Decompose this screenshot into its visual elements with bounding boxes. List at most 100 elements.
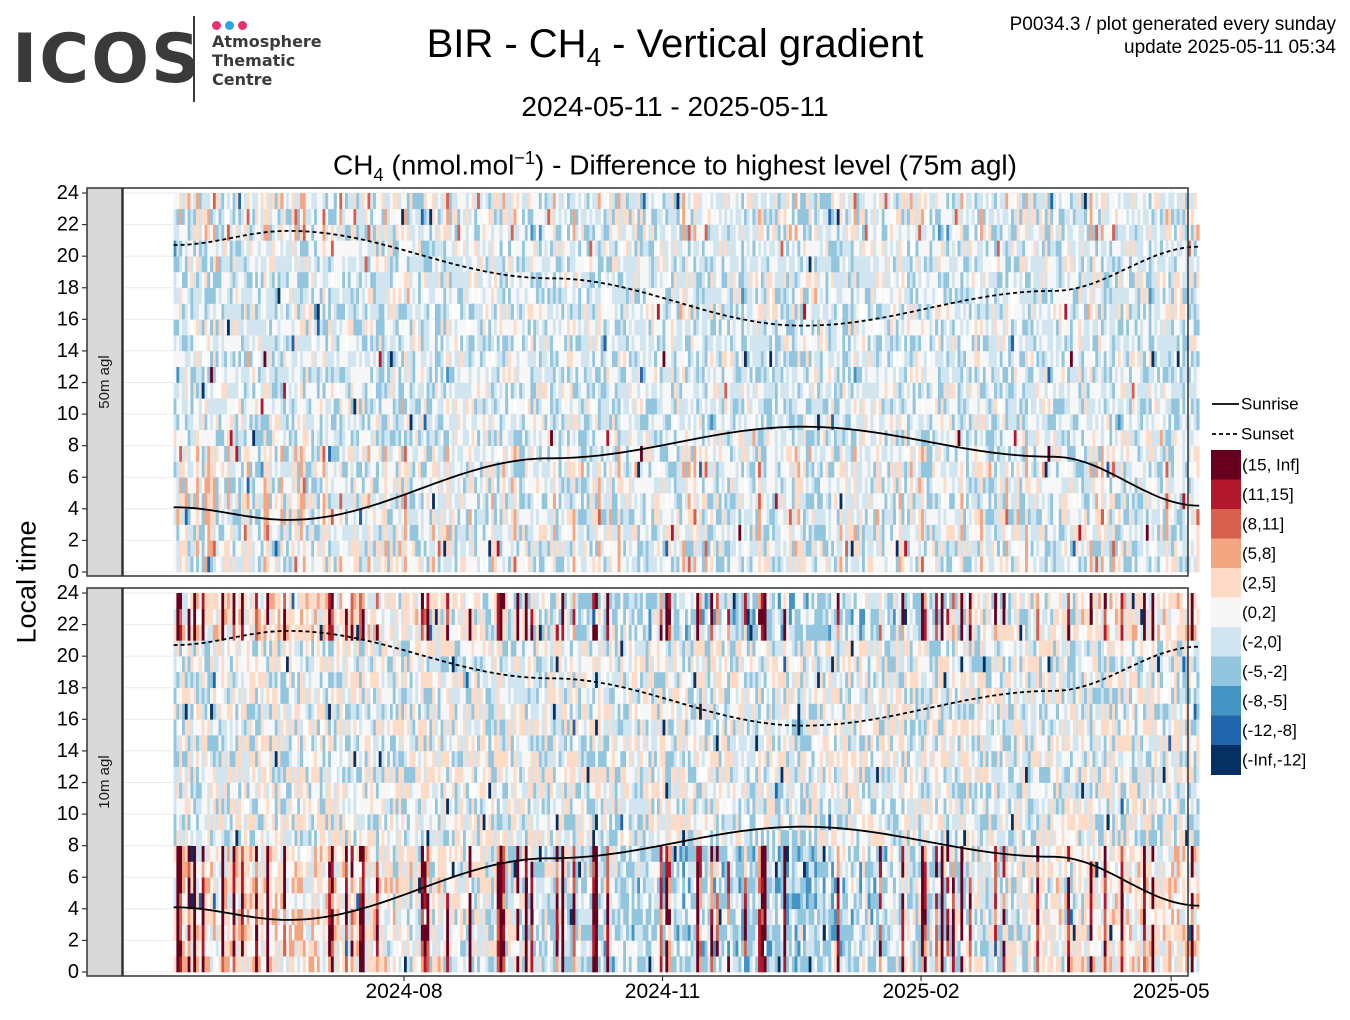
heatmap-cell [507,208,512,225]
heatmap-cell [336,335,340,352]
heatmap-cell [496,493,500,510]
heatmap-cell [609,382,613,399]
heatmap-cell [420,303,424,320]
heatmap-cell [370,382,374,399]
heatmap-cell [541,398,545,415]
heatmap-cell [696,556,700,573]
heatmap-cell [263,319,267,336]
heatmap-cell [552,208,557,225]
heatmap-cell [654,508,658,525]
heatmap-cell [207,350,211,368]
heatmap-cell [443,350,447,368]
heatmap-cell [713,271,717,289]
heatmap-cell [395,287,399,304]
heatmap-cell [623,224,627,241]
heatmap-cell [330,287,335,304]
heatmap-cell [423,240,427,257]
heatmap-cell [690,240,694,257]
heatmap-cell [609,303,613,320]
heatmap-cell [232,429,236,446]
heatmap-cell [656,382,661,399]
heatmap-cell [668,335,672,352]
heatmap-cell [353,414,357,431]
heatmap-cell [420,556,424,573]
heatmap-cell [589,256,593,273]
heatmap-cell [347,303,351,320]
heatmap-cell [325,256,329,273]
heatmap-cell [746,477,750,494]
subtitle-suffix: ) - Difference to highest level (75m agl… [535,149,1017,181]
heatmap-cell [620,256,624,273]
heatmap-cell [738,256,742,273]
heatmap-cell [193,224,197,241]
heatmap-cell [269,477,273,494]
heatmap-cell [707,556,711,573]
heatmap-cell [210,193,214,210]
heatmap-cell [769,461,773,478]
heatmap-cell [665,240,669,257]
heatmap-cell [536,445,540,462]
heatmap-cell [437,240,441,257]
heatmap-cell [530,224,534,241]
heatmap-cell [415,477,419,494]
heatmap-cell [507,319,512,336]
heatmap-cell [412,208,416,225]
heatmap-cell [606,524,610,541]
heatmap-cell [558,508,562,525]
heatmap-cell [721,556,725,573]
heatmap-cell [592,445,596,462]
heatmap-cell [255,445,259,462]
heatmap-cell [375,256,380,273]
heatmap-cell [617,366,621,383]
heatmap-cell [260,477,264,494]
heatmap-cell [648,556,652,573]
heatmap-cell [704,366,708,383]
heatmap-cell [434,319,439,336]
heatmap-cell [544,508,548,525]
heatmap-cell [420,445,424,462]
heatmap-cell [210,429,214,446]
heatmap-cell [271,493,276,510]
heatmap-cell [446,224,450,241]
heatmap-cell [749,350,753,368]
heatmap-cell [597,224,601,241]
heatmap-cell [367,540,371,557]
heatmap-cell [314,556,318,573]
heatmap-cell [336,287,340,304]
heatmap-cell [566,461,571,478]
heatmap-cell [409,271,413,289]
heatmap-cell [226,508,231,525]
heatmap-cell [496,461,500,478]
heatmap-cell [519,366,523,383]
heatmap-cell [569,303,573,320]
heatmap-cell [665,350,669,368]
heatmap-cell [465,398,469,415]
heatmap-cell [266,208,270,225]
heatmap-cell [589,287,593,304]
heatmap-cell [592,303,596,320]
heatmap-cell [432,398,436,415]
heatmap-cell [207,240,211,257]
heatmap-cell [474,382,478,399]
heatmap-cell [676,508,680,525]
heatmap-cell [300,461,304,478]
heatmap-cell [513,319,517,336]
heatmap-cell [274,303,278,320]
heatmap-cell [628,429,632,446]
heatmap-cell [392,445,396,462]
heatmap-cell [755,271,759,289]
heatmap-cell [665,429,669,446]
heatmap-cell [224,398,228,415]
heatmap-cell [704,240,708,257]
heatmap-cell [741,271,745,289]
heatmap-cell [609,256,613,273]
heatmap-cell [634,540,638,557]
heatmap-cell [552,319,557,336]
heatmap-cell [182,477,186,494]
heatmap-cell [423,540,427,557]
heatmap-cell [581,240,585,257]
heatmap-cell [389,303,394,320]
heatmap-cell [685,445,689,462]
heatmap-cell [732,461,736,478]
heatmap-cell [502,319,506,336]
